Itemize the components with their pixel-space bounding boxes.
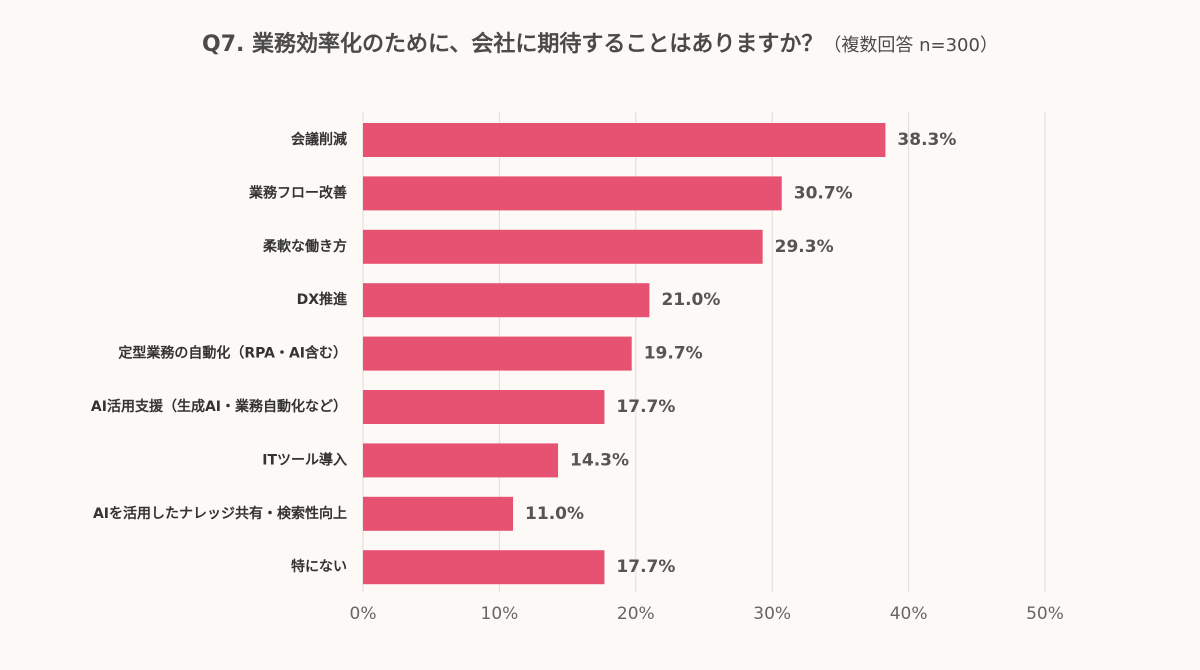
category-label: 定型業務の自動化（RPA・AI含む） — [118, 345, 347, 362]
x-tick-label: 0% — [350, 604, 377, 624]
category-label: 特にない — [291, 558, 347, 575]
value-label: 17.7% — [616, 397, 675, 417]
value-label: 30.7% — [794, 183, 853, 203]
bar — [363, 496, 514, 531]
category-label: 会議削減 — [291, 131, 347, 148]
chart-title-main: Q7. 業務効率化のために、会社に期待することはありますか？ — [202, 32, 824, 57]
x-tick-label: 50% — [1026, 604, 1064, 624]
category-label: 柔軟な働き方 — [262, 238, 347, 255]
bar — [363, 123, 886, 157]
bar — [363, 390, 605, 424]
chart-title: Q7. 業務効率化のために、会社に期待することはありますか？（複数回答 n=30… — [0, 26, 1200, 58]
value-label: 21.0% — [661, 290, 720, 310]
x-tick-label: 20% — [617, 604, 655, 624]
chart-title-sub: （複数回答 n=300） — [823, 35, 998, 56]
value-label: 38.3% — [897, 130, 956, 150]
value-label: 29.3% — [775, 237, 834, 257]
value-label: 11.0% — [525, 504, 584, 524]
category-label: AIを活用したナレッジ共有・検索性向上 — [93, 505, 347, 522]
value-label: 14.3% — [570, 450, 629, 470]
category-label: DX推進 — [297, 291, 347, 308]
category-label: 業務フロー改善 — [248, 184, 347, 201]
x-tick-label: 40% — [890, 604, 928, 624]
bar — [363, 283, 650, 318]
x-tick-label: 10% — [481, 604, 519, 624]
bar — [363, 443, 559, 478]
value-label: 19.7% — [644, 344, 703, 364]
value-label: 17.7% — [616, 557, 675, 577]
category-label: AI活用支援（生成AI・業務自動化など） — [91, 398, 347, 415]
x-tick-label: 30% — [753, 604, 791, 624]
category-label: ITツール導入 — [262, 451, 347, 468]
bar — [363, 229, 763, 264]
bar — [363, 550, 605, 585]
bar — [363, 176, 782, 211]
bar — [363, 336, 632, 371]
